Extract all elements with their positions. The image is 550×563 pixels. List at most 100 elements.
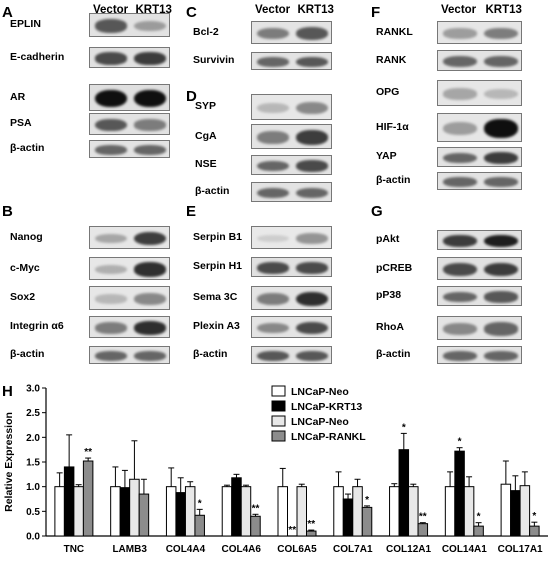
legend-swatch bbox=[271, 430, 286, 442]
blot-band-vector bbox=[256, 57, 290, 67]
bar bbox=[352, 486, 363, 537]
bar bbox=[240, 486, 252, 537]
blot-label: Sox2 bbox=[10, 291, 36, 303]
blot-label: Integrin α6 bbox=[10, 320, 64, 332]
blot-strip bbox=[251, 257, 332, 277]
y-tick-label: 3.0 bbox=[26, 384, 40, 395]
blot-band-vector bbox=[443, 55, 478, 68]
y-axis-label: Relative Expression bbox=[3, 412, 15, 512]
panel-letter-g: G bbox=[371, 203, 383, 220]
blot-strip bbox=[251, 346, 332, 364]
bar bbox=[250, 515, 261, 537]
blot-band-vector bbox=[443, 291, 478, 303]
blot-band-vector bbox=[94, 89, 128, 108]
y-tick-label: 1.5 bbox=[26, 458, 40, 469]
blot-strip bbox=[437, 147, 522, 167]
significance-marker: * bbox=[458, 437, 462, 448]
blot-band-krt13 bbox=[133, 293, 167, 305]
significance-marker: ** bbox=[252, 503, 260, 514]
blot-label: EPLIN bbox=[10, 18, 41, 30]
blot-band-vector bbox=[256, 262, 290, 274]
column-header-vector: Vector bbox=[441, 4, 477, 16]
blot-band-vector bbox=[256, 292, 290, 306]
blot-band-vector bbox=[94, 264, 128, 275]
blot-band-krt13 bbox=[295, 27, 329, 40]
blot-band-vector bbox=[443, 323, 478, 335]
blot-band-krt13 bbox=[133, 262, 167, 277]
blot-strip bbox=[89, 13, 170, 37]
blot-band-krt13 bbox=[295, 262, 329, 274]
blot-strip bbox=[437, 346, 522, 364]
blot-band-vector bbox=[443, 177, 478, 187]
blot-band-vector bbox=[256, 160, 290, 172]
x-tick-label: COL7A1 bbox=[333, 544, 373, 555]
bar bbox=[82, 460, 94, 537]
blot-label: NSE bbox=[195, 158, 217, 170]
bar bbox=[175, 492, 186, 537]
x-tick-label: COL4A4 bbox=[166, 544, 206, 555]
y-tick-label: 0.0 bbox=[26, 532, 40, 543]
blot-band-krt13 bbox=[483, 55, 518, 68]
blot-band-krt13 bbox=[295, 187, 329, 199]
bar bbox=[73, 486, 84, 537]
panel-letter-c: C bbox=[186, 4, 197, 21]
blot-band-vector bbox=[443, 28, 478, 39]
bar bbox=[110, 486, 121, 537]
blot-strip bbox=[89, 346, 170, 364]
bar bbox=[342, 498, 354, 537]
blot-label: HIF-1α bbox=[376, 120, 409, 133]
significance-marker: * bbox=[532, 511, 536, 522]
bar bbox=[138, 493, 150, 537]
blot-strip bbox=[251, 286, 332, 310]
x-tick-label: COL6A5 bbox=[277, 544, 317, 555]
x-tick-label: COL12A1 bbox=[386, 544, 431, 555]
bar bbox=[444, 486, 456, 537]
x-tick-label: LAMB3 bbox=[112, 544, 147, 555]
legend-swatch bbox=[271, 400, 286, 412]
blot-label: Sema 3C bbox=[193, 291, 238, 303]
bar bbox=[417, 523, 429, 537]
column-header-vector: Vector bbox=[255, 4, 291, 16]
blot-strip bbox=[437, 316, 522, 340]
blot-band-vector bbox=[94, 19, 128, 33]
blot-band-vector bbox=[443, 234, 478, 248]
blot-band-vector bbox=[94, 52, 128, 65]
blot-strip bbox=[251, 52, 332, 70]
blot-strip bbox=[437, 50, 522, 71]
column-header-krt13: KRT13 bbox=[297, 4, 334, 16]
blot-band-krt13 bbox=[133, 145, 167, 155]
blot-label: β-actin bbox=[10, 142, 45, 154]
blot-band-vector bbox=[94, 351, 128, 361]
panel-letter-a: A bbox=[2, 4, 13, 21]
bar bbox=[510, 490, 521, 537]
significance-marker: * bbox=[402, 422, 406, 433]
blot-band-krt13 bbox=[295, 291, 329, 307]
blot-strip bbox=[89, 47, 170, 68]
blot-label: Serpin H1 bbox=[193, 260, 243, 272]
blot-label: SYP bbox=[195, 100, 217, 112]
significance-marker: ** bbox=[419, 512, 427, 523]
blot-label: RANKL bbox=[376, 25, 413, 38]
bar bbox=[500, 483, 512, 537]
significance-marker: * bbox=[365, 495, 369, 506]
y-tick-label: 0.5 bbox=[26, 507, 40, 518]
panel-letter-b: B bbox=[2, 203, 13, 220]
blot-strip bbox=[89, 113, 170, 135]
panel-letter-h: H bbox=[2, 383, 13, 400]
blot-band-krt13 bbox=[295, 129, 329, 146]
blot-band-krt13 bbox=[295, 350, 329, 362]
blot-strip bbox=[251, 94, 332, 120]
blot-label: β-actin bbox=[376, 348, 411, 360]
blot-band-krt13 bbox=[483, 291, 518, 303]
blot-band-vector bbox=[443, 152, 478, 164]
legend-label: LNCaP-Neo bbox=[291, 416, 349, 428]
bar bbox=[54, 486, 65, 537]
blot-label: RANK bbox=[376, 53, 407, 66]
panel-letter-f: F bbox=[371, 4, 381, 21]
blot-band-krt13 bbox=[483, 151, 518, 165]
blot-label: β-actin bbox=[376, 174, 411, 186]
bar bbox=[119, 487, 131, 537]
bar bbox=[529, 525, 540, 537]
blot-band-krt13 bbox=[133, 89, 167, 108]
y-tick-label: 2.5 bbox=[26, 408, 40, 419]
